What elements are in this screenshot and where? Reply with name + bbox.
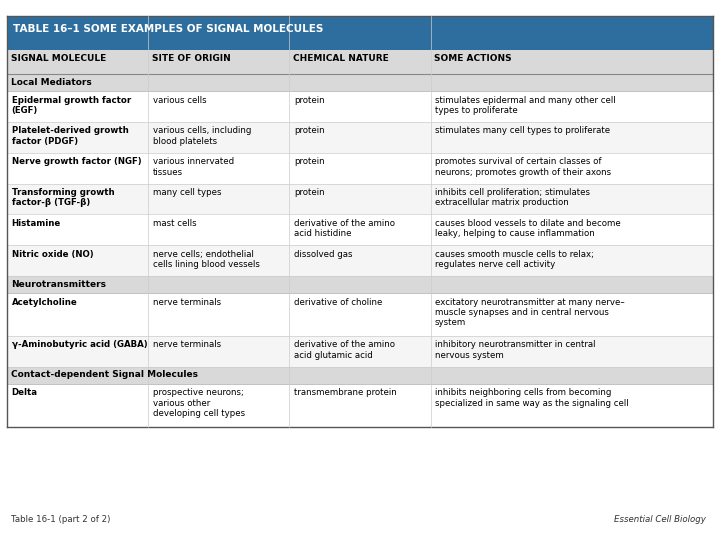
Text: derivative of the amino
acid glutamic acid: derivative of the amino acid glutamic ac…	[294, 340, 395, 360]
Text: inhibits cell proliferation; stimulates
extracellular matrix production: inhibits cell proliferation; stimulates …	[435, 188, 590, 207]
Text: nerve cells; endothelial
cells lining blood vessels: nerve cells; endothelial cells lining bl…	[153, 249, 259, 269]
Text: Acetylcholine: Acetylcholine	[12, 298, 77, 307]
Text: transmembrane protein: transmembrane protein	[294, 388, 397, 397]
Text: SITE OF ORIGIN: SITE OF ORIGIN	[152, 54, 230, 63]
Text: promotes survival of certain classes of
neurons; promotes growth of their axons: promotes survival of certain classes of …	[435, 157, 611, 177]
Text: inhibitory neurotransmitter in central
nervous system: inhibitory neurotransmitter in central n…	[435, 340, 595, 360]
Text: Essential Cell Biology: Essential Cell Biology	[614, 515, 706, 524]
Text: nerve terminals: nerve terminals	[153, 340, 221, 349]
Text: CHEMICAL NATURE: CHEMICAL NATURE	[293, 54, 389, 63]
Text: nerve terminals: nerve terminals	[153, 298, 221, 307]
Text: stimulates epidermal and many other cell
types to proliferate: stimulates epidermal and many other cell…	[435, 96, 616, 115]
Text: mast cells: mast cells	[153, 219, 197, 228]
Text: various cells: various cells	[153, 96, 206, 105]
Text: Nitric oxide (NO): Nitric oxide (NO)	[12, 249, 93, 259]
Text: various cells, including
blood platelets: various cells, including blood platelets	[153, 126, 251, 146]
Text: Epidermal growth factor
(EGF): Epidermal growth factor (EGF)	[12, 96, 131, 115]
Text: Platelet-derived growth
factor (PDGF): Platelet-derived growth factor (PDGF)	[12, 126, 128, 146]
Text: γ-Aminobutyric acid (GABA): γ-Aminobutyric acid (GABA)	[12, 340, 147, 349]
Text: protein: protein	[294, 126, 325, 136]
Text: excitatory neurotransmitter at many nerve–
muscle synapses and in central nervou: excitatory neurotransmitter at many nerv…	[435, 298, 625, 327]
Text: many cell types: many cell types	[153, 188, 221, 197]
Text: stimulates many cell types to proliferate: stimulates many cell types to proliferat…	[435, 126, 610, 136]
Text: Contact-dependent Signal Molecules: Contact-dependent Signal Molecules	[11, 370, 198, 380]
Text: Histamine: Histamine	[12, 219, 60, 228]
Text: Delta: Delta	[12, 388, 37, 397]
Text: SIGNAL MOLECULE: SIGNAL MOLECULE	[11, 54, 106, 63]
Text: SOME ACTIONS: SOME ACTIONS	[434, 54, 512, 63]
Text: causes blood vessels to dilate and become
leaky, helping to cause inflammation: causes blood vessels to dilate and becom…	[435, 219, 621, 238]
Text: Nerve growth factor (NGF): Nerve growth factor (NGF)	[12, 157, 141, 166]
Text: Local Mediators: Local Mediators	[11, 78, 91, 87]
Text: Transforming growth
factor-β (TGF-β): Transforming growth factor-β (TGF-β)	[12, 188, 114, 207]
Text: derivative of the amino
acid histidine: derivative of the amino acid histidine	[294, 219, 395, 238]
Text: inhibits neighboring cells from becoming
specialized in same way as the signalin: inhibits neighboring cells from becoming…	[435, 388, 629, 408]
Text: prospective neurons;
various other
developing cell types: prospective neurons; various other devel…	[153, 388, 245, 418]
Text: protein: protein	[294, 188, 325, 197]
Text: derivative of choline: derivative of choline	[294, 298, 382, 307]
Text: Neurotransmitters: Neurotransmitters	[11, 280, 106, 289]
Text: causes smooth muscle cells to relax;
regulates nerve cell activity: causes smooth muscle cells to relax; reg…	[435, 249, 594, 269]
Text: TABLE 16–1 SOME EXAMPLES OF SIGNAL MOLECULES: TABLE 16–1 SOME EXAMPLES OF SIGNAL MOLEC…	[13, 24, 323, 34]
Text: protein: protein	[294, 96, 325, 105]
Text: Table 16-1 (part 2 of 2): Table 16-1 (part 2 of 2)	[11, 515, 116, 524]
Text: protein: protein	[294, 157, 325, 166]
Text: various innervated
tissues: various innervated tissues	[153, 157, 234, 177]
Text: dissolved gas: dissolved gas	[294, 249, 352, 259]
